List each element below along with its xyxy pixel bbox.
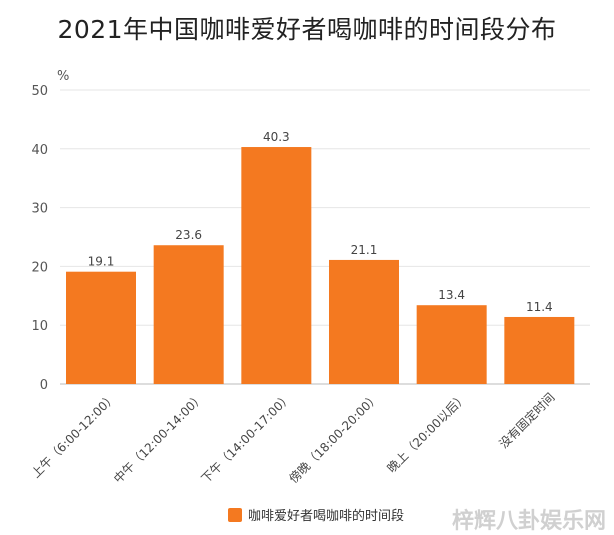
x-tick-label: 中午（12:00-14:00）	[110, 390, 207, 487]
x-tick-label: 晚上（20:00以后）	[385, 390, 470, 475]
bar	[241, 147, 312, 384]
data-label: 19.1	[88, 255, 115, 269]
bar	[416, 305, 487, 384]
y-tick-label: 40	[31, 143, 48, 158]
y-tick-label: 0	[40, 378, 48, 393]
y-tick-label: 20	[31, 260, 48, 275]
data-label: 11.4	[526, 300, 553, 314]
bar	[329, 259, 399, 384]
x-tick-label: 下午（14:00-17:00）	[199, 390, 295, 486]
x-tick-label: 上午（6:00-12:00）	[29, 390, 119, 480]
y-tick-label: 50	[31, 84, 48, 99]
bar	[153, 245, 224, 384]
y-axis-unit: %	[57, 69, 69, 84]
data-label: 23.6	[175, 228, 202, 242]
legend-label: 咖啡爱好者喝咖啡的时间段	[248, 509, 405, 524]
data-label: 13.4	[438, 288, 465, 302]
legend[interactable]: 咖啡爱好者喝咖啡的时间段	[228, 505, 404, 524]
watermark: 梓辉八卦娱乐网	[451, 509, 606, 534]
bar	[504, 316, 575, 384]
data-label: 40.3	[263, 130, 290, 144]
x-tick-label: 傍晚（18:00-20:00）	[286, 390, 383, 487]
y-tick-label: 30	[31, 202, 48, 217]
data-label: 21.1	[351, 243, 378, 257]
chart-title: 2021年中国咖啡爱好者喝咖啡的时间段分布	[57, 15, 557, 44]
y-tick-label: 10	[31, 319, 48, 334]
bar	[66, 271, 136, 384]
x-tick-label: 没有固定时间	[496, 390, 558, 452]
legend-swatch	[228, 507, 242, 522]
